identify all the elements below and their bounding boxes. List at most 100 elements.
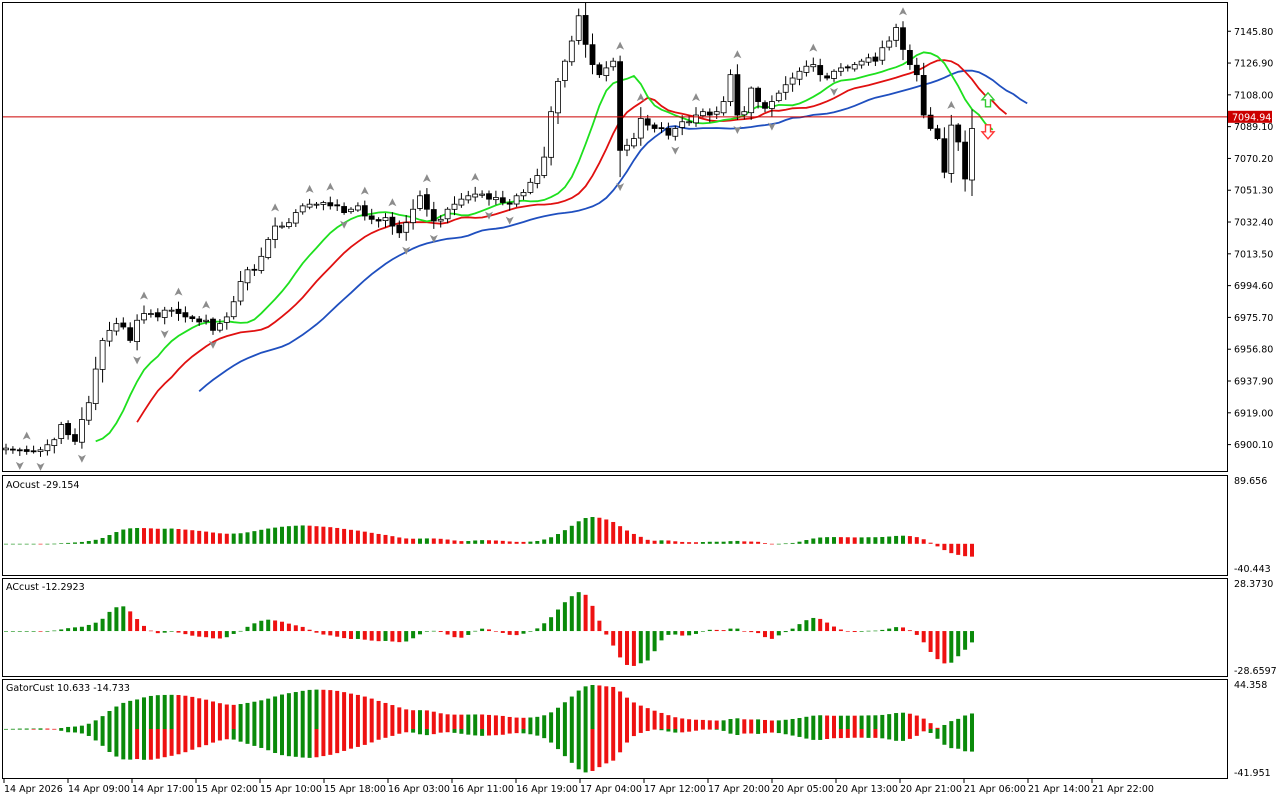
gator-lower-bar xyxy=(597,729,602,768)
ac-oscillator-pane[interactable] xyxy=(4,592,974,666)
main-price-pane[interactable] xyxy=(3,0,1227,471)
bullish-candle xyxy=(492,197,499,201)
gator-upper-bar xyxy=(335,690,340,729)
fractal-down-marker xyxy=(160,330,169,339)
gator-oscillator-pane[interactable] xyxy=(4,685,974,773)
bullish-candle xyxy=(3,447,9,451)
gator-upper-bar xyxy=(445,714,450,729)
gator-upper-bar xyxy=(376,700,381,729)
gator-upper-bar xyxy=(197,698,202,729)
ao-histogram-bar xyxy=(535,540,540,544)
ao-histogram-bar xyxy=(128,528,133,544)
bearish-candle xyxy=(189,316,196,319)
bearish-candle xyxy=(30,450,37,453)
ac-histogram-bar xyxy=(514,631,519,636)
gator-lower-bar xyxy=(314,729,319,758)
ac-histogram-bar xyxy=(707,629,712,632)
gator-upper-bar xyxy=(162,694,167,729)
ao-pane-frame xyxy=(2,475,1228,576)
gator-upper-bar xyxy=(528,717,533,729)
ac-histogram-bar xyxy=(901,627,905,632)
gator-lower-bar xyxy=(335,729,340,754)
bullish-candle xyxy=(465,195,472,201)
gator-upper-bar xyxy=(832,715,836,729)
ac-histogram-bar xyxy=(280,621,284,632)
ao-histogram-bar xyxy=(383,534,388,544)
gator-lower-bar xyxy=(183,729,188,753)
gator-lower-bar xyxy=(45,729,50,730)
ao-histogram-bar xyxy=(45,543,50,545)
ao-histogram-bar xyxy=(300,525,305,544)
gator-lower-bar xyxy=(742,729,747,734)
ao-histogram-bar xyxy=(866,537,871,544)
gator-upper-bar xyxy=(176,695,181,729)
time-tick-label: 16 Apr 19:00 xyxy=(516,784,578,795)
ac-histogram-bar xyxy=(763,631,767,638)
gator-lower-bar xyxy=(880,729,885,739)
bullish-candle xyxy=(168,309,175,312)
ao-histogram-bar xyxy=(459,541,464,544)
ao-histogram-bar xyxy=(832,537,836,544)
ao-histogram-bar xyxy=(135,527,140,544)
ao-histogram-bar xyxy=(625,530,629,544)
ac-histogram-bar xyxy=(383,631,388,641)
ac-histogram-bar xyxy=(390,631,395,642)
ac-histogram-bar xyxy=(804,620,809,632)
bullish-candle xyxy=(893,27,899,41)
gator-lower-bar xyxy=(845,729,850,738)
ao-oscillator-pane[interactable] xyxy=(4,517,974,557)
gator-lower-bar xyxy=(52,729,57,730)
bid-price-tag xyxy=(1228,110,1272,123)
ac-histogram-bar xyxy=(114,607,119,632)
fractal-up-marker xyxy=(388,198,397,207)
ao-histogram-bar xyxy=(680,541,685,544)
fractal-up-marker xyxy=(360,186,369,195)
ac-histogram-bar xyxy=(949,631,954,663)
gator-upper-bar xyxy=(590,685,595,729)
gator-pane-frame xyxy=(2,679,1228,779)
ao-histogram-bar xyxy=(659,540,664,544)
bearish-candle xyxy=(334,204,341,207)
ao-histogram-bar xyxy=(155,528,160,544)
gator-upper-bar xyxy=(928,723,933,729)
alligator-jaw-line xyxy=(198,69,1028,392)
ac-histogram-bar xyxy=(369,631,374,641)
gator-upper-bar xyxy=(390,705,395,729)
bullish-candle xyxy=(568,40,575,63)
ac-histogram-bar xyxy=(694,631,698,634)
ao-histogram-bar xyxy=(452,540,457,544)
gator-upper-bar xyxy=(569,696,574,729)
bearish-candle xyxy=(65,423,71,436)
ao-histogram-bar xyxy=(273,527,278,544)
ao-histogram-bar xyxy=(707,541,712,544)
ao-histogram-bar xyxy=(714,541,719,544)
gator-lower-bar xyxy=(894,729,899,741)
ac-histogram-bar xyxy=(362,631,367,640)
gator-upper-bar xyxy=(487,714,491,729)
bearish-candle xyxy=(375,219,382,222)
price-tick-label: 7051.30 xyxy=(1234,186,1273,197)
ac-histogram-bar xyxy=(866,630,871,632)
ac-histogram-bar xyxy=(121,606,126,632)
ao-histogram-bar xyxy=(776,543,781,545)
gator-upper-bar xyxy=(535,716,540,729)
ao-histogram-bar xyxy=(894,535,899,544)
fractal-up-marker xyxy=(202,300,211,309)
ao-histogram-bar xyxy=(328,527,333,544)
gator-upper-bar xyxy=(921,718,926,729)
bearish-candle xyxy=(341,206,348,214)
gator-lower-bar xyxy=(549,729,554,743)
bullish-candle xyxy=(141,313,147,321)
gator-lower-bar xyxy=(590,729,595,771)
gator-lower-bar xyxy=(928,729,933,733)
gator-lower-bar xyxy=(901,729,905,741)
gator-lower-bar xyxy=(238,729,243,742)
gator-lower-bar xyxy=(445,729,450,733)
fractal-up-marker xyxy=(22,431,31,440)
ac-histogram-bar xyxy=(928,631,933,652)
ao-histogram-bar xyxy=(24,543,29,545)
gator-upper-bar xyxy=(238,704,243,729)
gator-upper-bar xyxy=(128,700,133,729)
gator-lower-bar xyxy=(611,729,616,761)
